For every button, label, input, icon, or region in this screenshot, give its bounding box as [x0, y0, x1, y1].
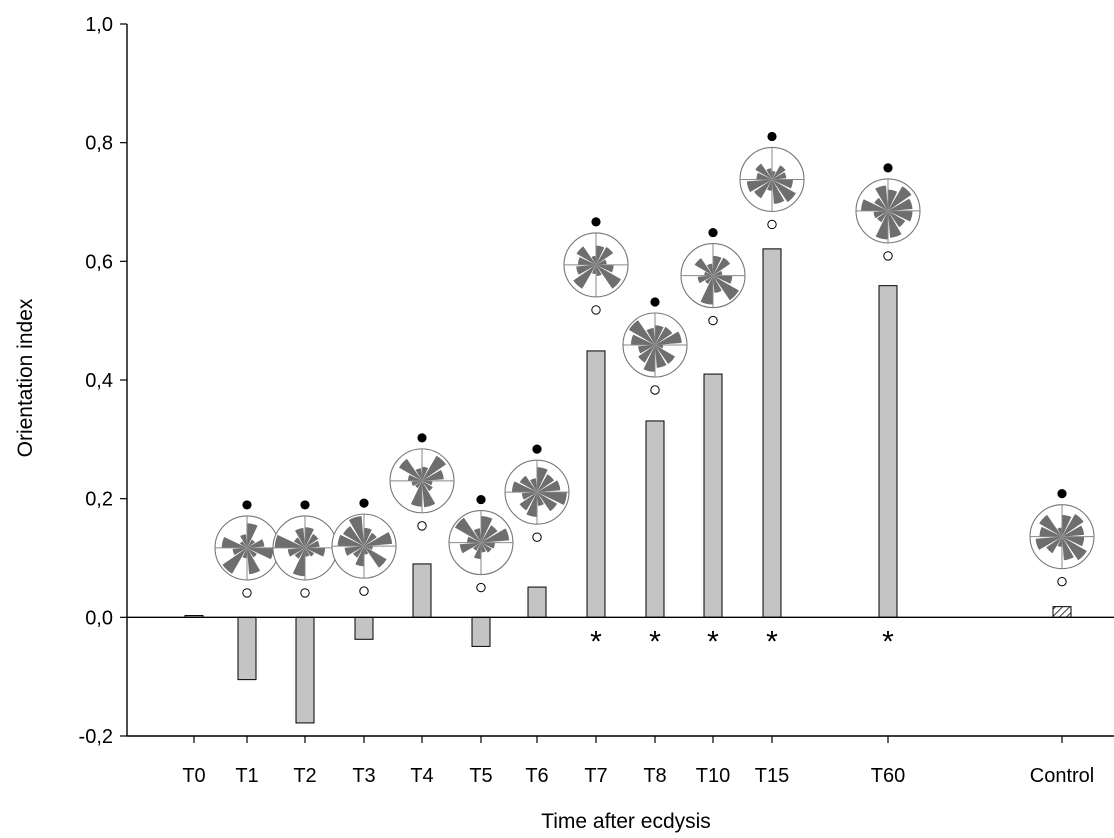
circular-histogram-insets	[214, 131, 1095, 598]
open-circle-marker	[708, 315, 718, 326]
rose-diagram-t1	[214, 500, 280, 598]
filled-circle-marker	[767, 131, 777, 142]
rose-diagram-t4	[389, 433, 455, 531]
open-circle-marker	[1057, 576, 1067, 587]
x-tick-label: T3	[352, 765, 375, 787]
rose-diagram-t5	[448, 494, 514, 593]
x-tick-label: T4	[410, 765, 433, 787]
y-tick-label: 0,0	[85, 607, 113, 629]
bar-t4	[412, 563, 432, 618]
bar-t1	[237, 616, 257, 681]
rose-diagram-t2	[272, 500, 338, 598]
bar-t7	[586, 350, 606, 618]
filled-circle-marker	[591, 217, 601, 227]
x-tick-label: T1	[235, 765, 258, 787]
filled-circle-marker	[359, 498, 369, 508]
bar-t3	[354, 616, 374, 640]
x-tick-label: Control	[1030, 765, 1094, 787]
y-tick-label: 0,2	[85, 489, 113, 511]
y-tick-label: 0,6	[85, 251, 113, 273]
x-tick-label: T8	[643, 765, 666, 787]
rose-diagram-t15	[739, 131, 805, 230]
rose-diagram-t3	[331, 498, 397, 596]
x-tick-label: T10	[696, 765, 730, 787]
rose-diagram-t8	[622, 297, 688, 395]
bar-t6	[527, 586, 547, 618]
significance-asterisk: *	[590, 625, 602, 658]
bar-control	[1052, 606, 1072, 618]
x-tick-label: T15	[755, 765, 789, 787]
y-axis-ticks: -0,2 0,0 0,2 0,4 0,6 0,8 1,0	[79, 14, 127, 748]
rose-diagram-t7	[563, 217, 629, 315]
significance-asterisk: *	[707, 625, 719, 658]
filled-circle-marker	[417, 433, 427, 443]
rose-diagram-t60	[855, 163, 921, 261]
open-circle-marker	[532, 532, 542, 542]
x-tick-label: T0	[182, 765, 205, 787]
open-circle-marker	[242, 588, 252, 598]
y-tick-label: 0,4	[85, 370, 113, 392]
x-tick-label: T6	[525, 765, 548, 787]
open-circle-marker	[591, 305, 601, 315]
significance-asterisk: *	[766, 625, 778, 658]
open-circle-marker	[359, 586, 369, 596]
significance-asterisk: *	[649, 625, 661, 658]
significance-asterisk: *	[882, 625, 894, 658]
x-tick-label: T5	[469, 765, 492, 787]
open-circle-marker	[883, 251, 893, 261]
filled-circle-marker	[300, 500, 310, 510]
filled-circle-marker	[708, 227, 718, 238]
open-circle-marker	[476, 582, 486, 593]
y-axis-title: Orientation index	[14, 298, 37, 457]
filled-circle-marker	[476, 494, 486, 505]
open-circle-marker	[300, 588, 310, 598]
x-tick-label: T7	[584, 765, 607, 787]
filled-circle-marker	[650, 297, 660, 307]
filled-circle-marker	[242, 500, 252, 510]
y-tick-label: 1,0	[85, 14, 113, 36]
rose-diagram-t10	[680, 227, 746, 326]
bar-series	[184, 248, 1072, 724]
filled-circle-marker	[883, 163, 893, 173]
rose-diagram-control	[1029, 489, 1095, 587]
filled-circle-marker	[532, 444, 542, 454]
x-tick-label: T60	[871, 765, 905, 787]
rose-diagram-t6	[504, 444, 570, 542]
open-circle-marker	[650, 385, 660, 395]
x-axis-title: Time after ecdysis	[541, 810, 711, 833]
filled-circle-marker	[1057, 489, 1067, 499]
open-circle-marker	[417, 521, 427, 531]
x-axis-ticks: T0 T1 T2 T3 T4 T5 T6 T7 T8 T10 T15 T60 Control	[182, 736, 1094, 787]
bar-t5	[471, 616, 491, 647]
bar-t2	[295, 616, 315, 724]
bar-t60	[878, 285, 898, 618]
bar-t8	[645, 420, 665, 618]
significance-markers: * * * * *	[590, 625, 894, 658]
y-tick-label: 0,8	[85, 133, 113, 155]
y-tick-label: -0,2	[79, 726, 113, 748]
x-tick-label: T2	[293, 765, 316, 787]
open-circle-marker	[767, 219, 777, 230]
bar-t15	[762, 248, 782, 618]
bar-t10	[703, 373, 723, 618]
